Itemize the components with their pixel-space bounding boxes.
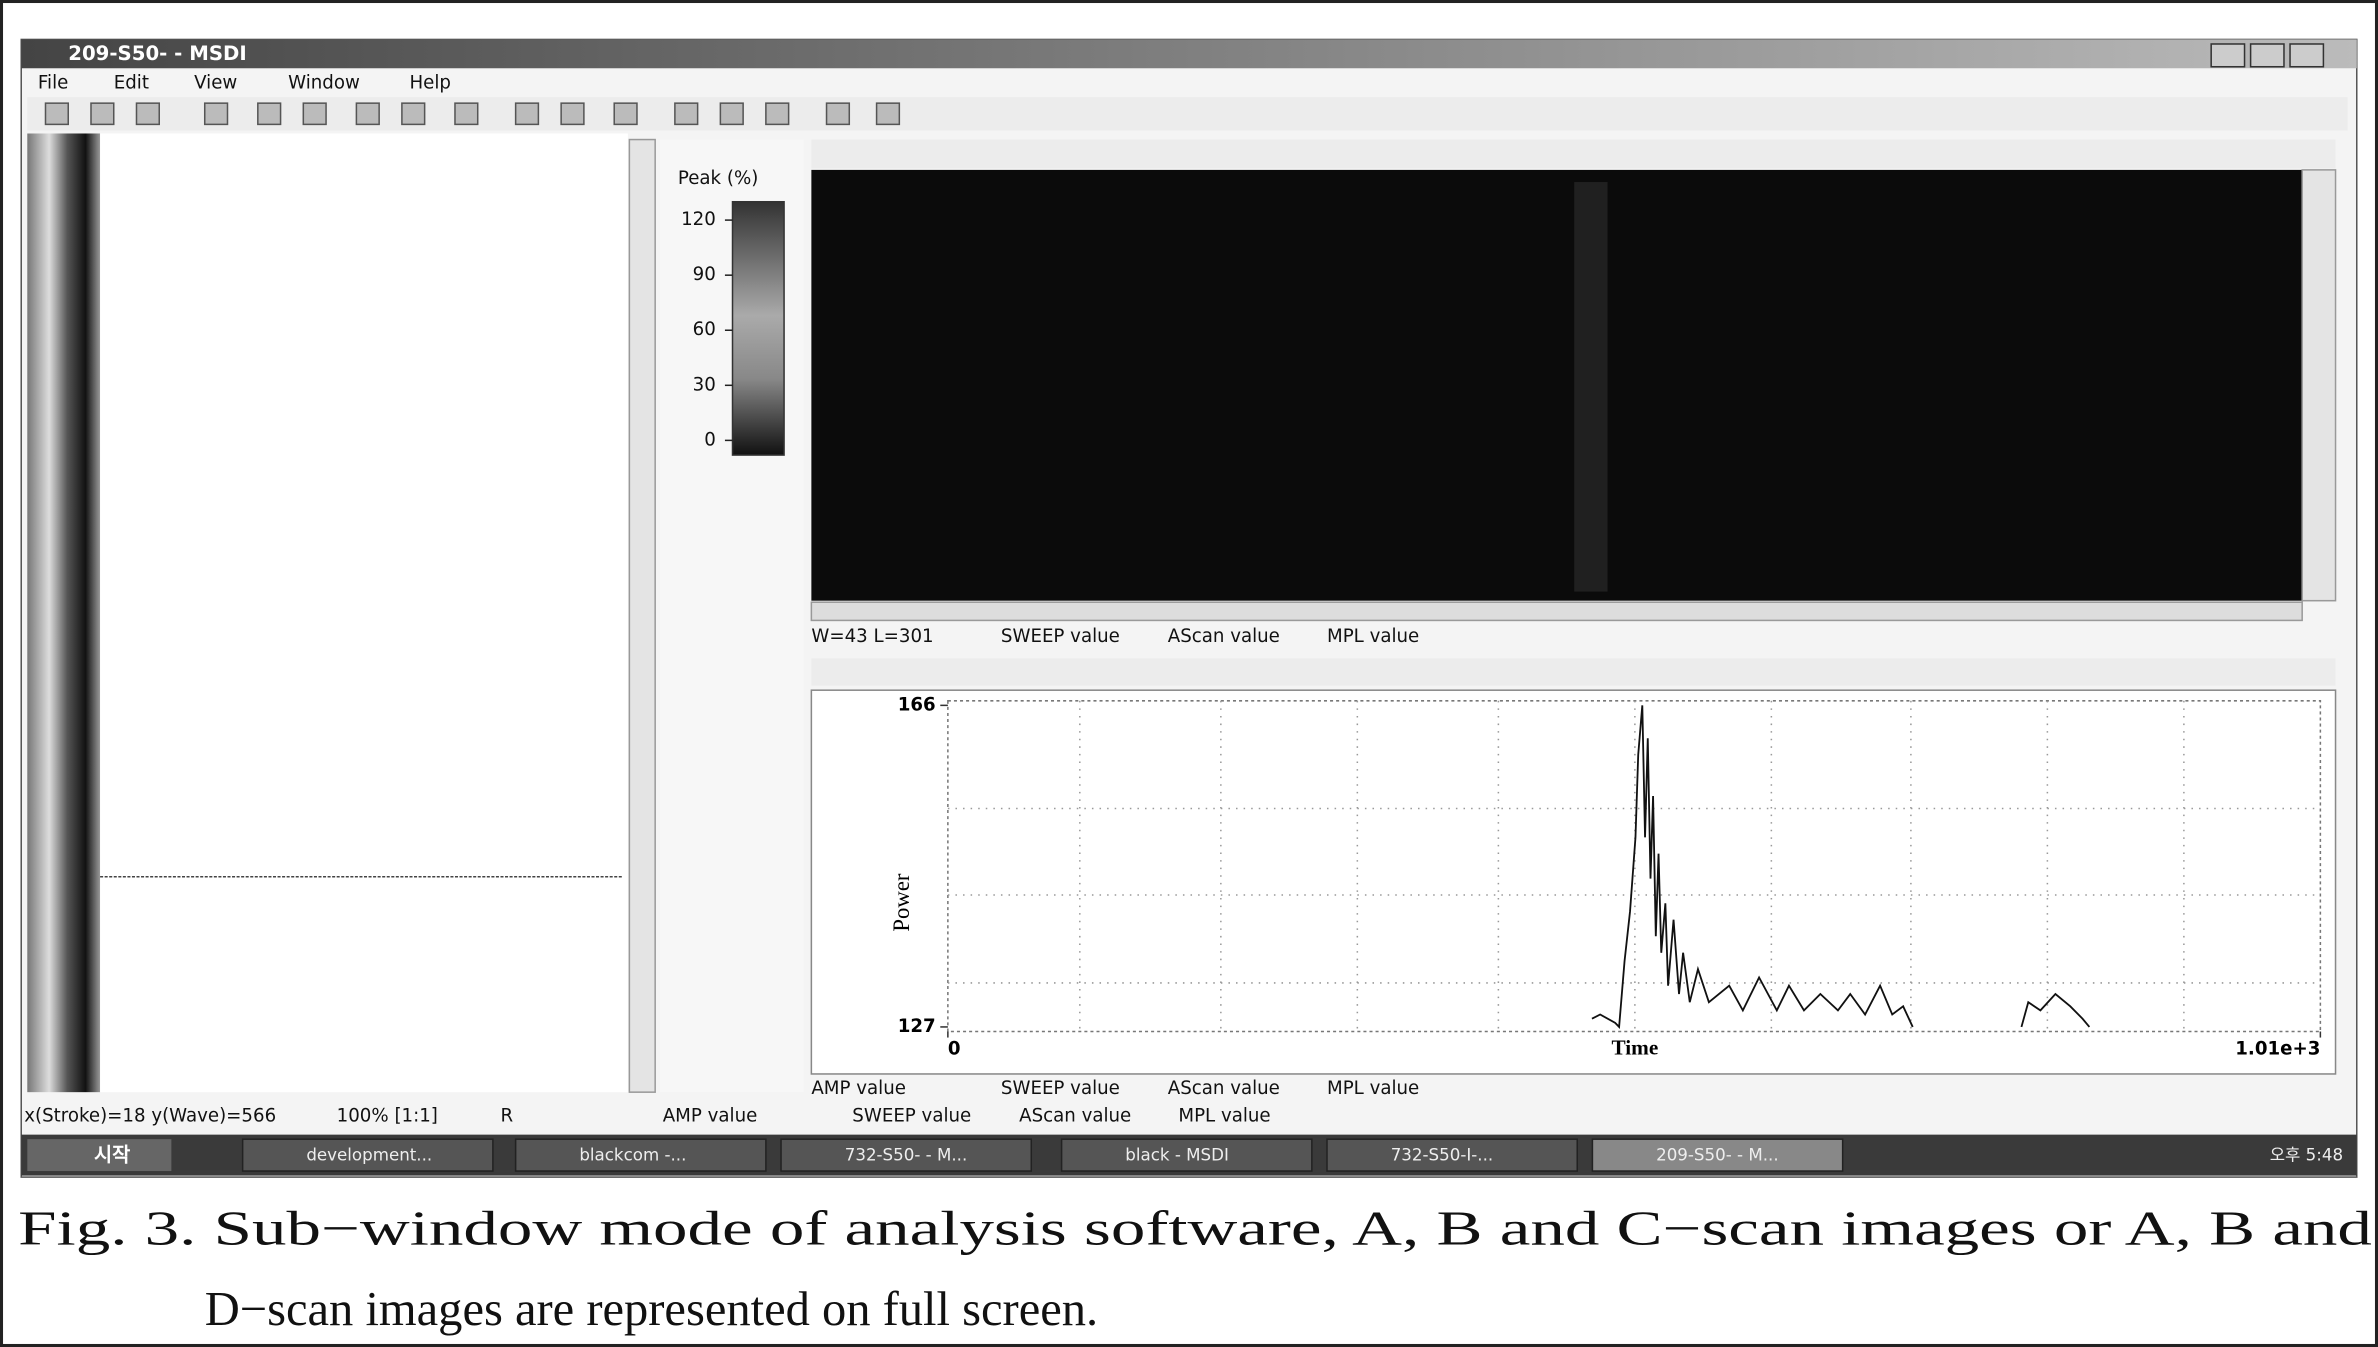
tool-icon[interactable] [514, 102, 540, 126]
tool-icon[interactable] [719, 102, 744, 126]
status-text: AMP value [663, 1105, 758, 1126]
task-button[interactable] [514, 1138, 767, 1172]
task-button[interactable] [1326, 1138, 1579, 1172]
status-text: MPL value [1327, 626, 1419, 647]
task-label[interactable]: black - MSDI [1125, 1145, 1229, 1164]
status-text: SWEEP value [1001, 1078, 1120, 1099]
status-text: MPL value [1178, 1105, 1270, 1126]
caption-line: Fig. 3. Sub−window mode of analysis soft… [18, 1202, 2372, 1255]
maximize-button[interactable] [2249, 43, 2285, 68]
ascan-status: AMP value SWEEP value AScan value MPL value [811, 1078, 1419, 1099]
ascan-chart: 166 127 0 1.01e+3 Time Power [889, 694, 2322, 1060]
clock: 오후 5:48 [2270, 1145, 2343, 1164]
task-button[interactable] [780, 1138, 1033, 1172]
status-text: W=43 L=301 [811, 626, 933, 647]
task-button[interactable] [1060, 1138, 1313, 1172]
tool-icon[interactable] [135, 102, 160, 126]
start-button[interactable] [27, 1139, 172, 1172]
tool-icon[interactable] [44, 102, 70, 126]
x-tick-label: 0 [948, 1039, 961, 1060]
task-label[interactable]: 209-S50- - M... [1656, 1145, 1779, 1164]
ascan-waveform [1591, 705, 2091, 1030]
tool-icon[interactable] [560, 102, 585, 126]
task-button[interactable] [241, 1138, 494, 1172]
menu-item[interactable]: View [194, 72, 237, 93]
x-axis-label: Time [1611, 1036, 1658, 1060]
status-text: SWEEP value [1001, 626, 1120, 647]
task-label[interactable]: 732-S50- - M... [845, 1145, 968, 1164]
status-text: MPL value [1327, 1078, 1419, 1099]
status-text: x(Stroke)=18 y(Wave)=566 [24, 1105, 276, 1126]
cscan-signal-band [1574, 182, 1608, 592]
status-text: R [500, 1105, 513, 1126]
ascan-frame [810, 689, 2337, 1075]
start-label[interactable]: 시작 [94, 1143, 130, 1166]
menu-bar: File Edit View Window Help [38, 72, 451, 93]
colorbar-tick-label: 60 [693, 319, 716, 340]
colorbar-tick-label: 30 [693, 374, 716, 395]
window-title: 209-S50- - MSDI [68, 42, 246, 65]
task-button[interactable] [1591, 1138, 1844, 1172]
bscan-strip [27, 133, 101, 1093]
tool-icon[interactable] [302, 102, 327, 126]
colorbar-tick-label: 90 [693, 264, 716, 285]
y-tick-label: 127 [898, 1016, 936, 1037]
task-label[interactable]: 732-S50-I-... [1391, 1145, 1493, 1164]
menu-item[interactable]: Help [409, 72, 450, 93]
menu-item[interactable]: Window [288, 72, 360, 93]
menu-item[interactable]: Edit [114, 72, 149, 93]
tool-icon[interactable] [257, 102, 282, 126]
status-text: AMP value [811, 1078, 906, 1099]
cscan-vscroll[interactable] [2301, 169, 2337, 602]
task-label[interactable]: development... [306, 1145, 432, 1164]
tool-icon[interactable] [825, 102, 851, 126]
title-bar [21, 39, 2357, 69]
tool-icon[interactable] [355, 102, 380, 126]
tool-icon[interactable] [765, 102, 790, 126]
status-text: AScan value [1019, 1105, 1131, 1126]
left-panel [100, 133, 628, 1093]
status-text: SWEEP value [852, 1105, 971, 1126]
cscan-toolbar [811, 139, 2336, 169]
tool-icon[interactable] [401, 102, 426, 126]
tool-icon[interactable] [613, 102, 638, 126]
y-tick-label: 166 [898, 694, 936, 715]
colorbar-tick-label: 120 [681, 209, 716, 230]
x-tick-label: 1.01e+3 [2235, 1039, 2320, 1060]
taskbar-items: 시작 development... blackcom -... 732-S50- - … [27, 1138, 2343, 1172]
tool-icon[interactable] [454, 102, 479, 126]
colorbar-title: Peak (%) [678, 168, 758, 189]
colorbar-tick-label: 0 [704, 429, 716, 450]
menu-item[interactable]: File [38, 72, 68, 93]
minimize-button[interactable] [2210, 43, 2246, 68]
caption: Fig. 3. Sub−window mode of analysis soft… [18, 1202, 2372, 1335]
close-button[interactable] [2289, 43, 2325, 68]
tool-icon[interactable] [674, 102, 699, 126]
cscan-hscroll[interactable] [810, 601, 2303, 622]
y-axis-label: Power [889, 873, 914, 932]
colorbar [731, 200, 785, 456]
status-text: AScan value [1168, 1078, 1280, 1099]
tool-icon[interactable] [90, 102, 115, 126]
caption-line: D−scan images are represented on full sc… [205, 1283, 1098, 1336]
tool-icon[interactable] [203, 102, 229, 126]
ascan-toolbar [811, 658, 2336, 686]
left-scrollbar[interactable] [628, 138, 656, 1093]
status-text: 100% [1:1] [337, 1105, 438, 1126]
status-bar: x(Stroke)=18 y(Wave)=566 100% [1:1] R AMP v… [24, 1105, 1270, 1126]
cscan-image [811, 169, 2303, 601]
task-label[interactable]: blackcom -... [579, 1145, 686, 1164]
cscan-status: W=43 L=301 SWEEP value AScan value MPL valu… [811, 626, 1419, 647]
tool-icon[interactable] [875, 102, 901, 126]
status-text: AScan value [1168, 626, 1280, 647]
